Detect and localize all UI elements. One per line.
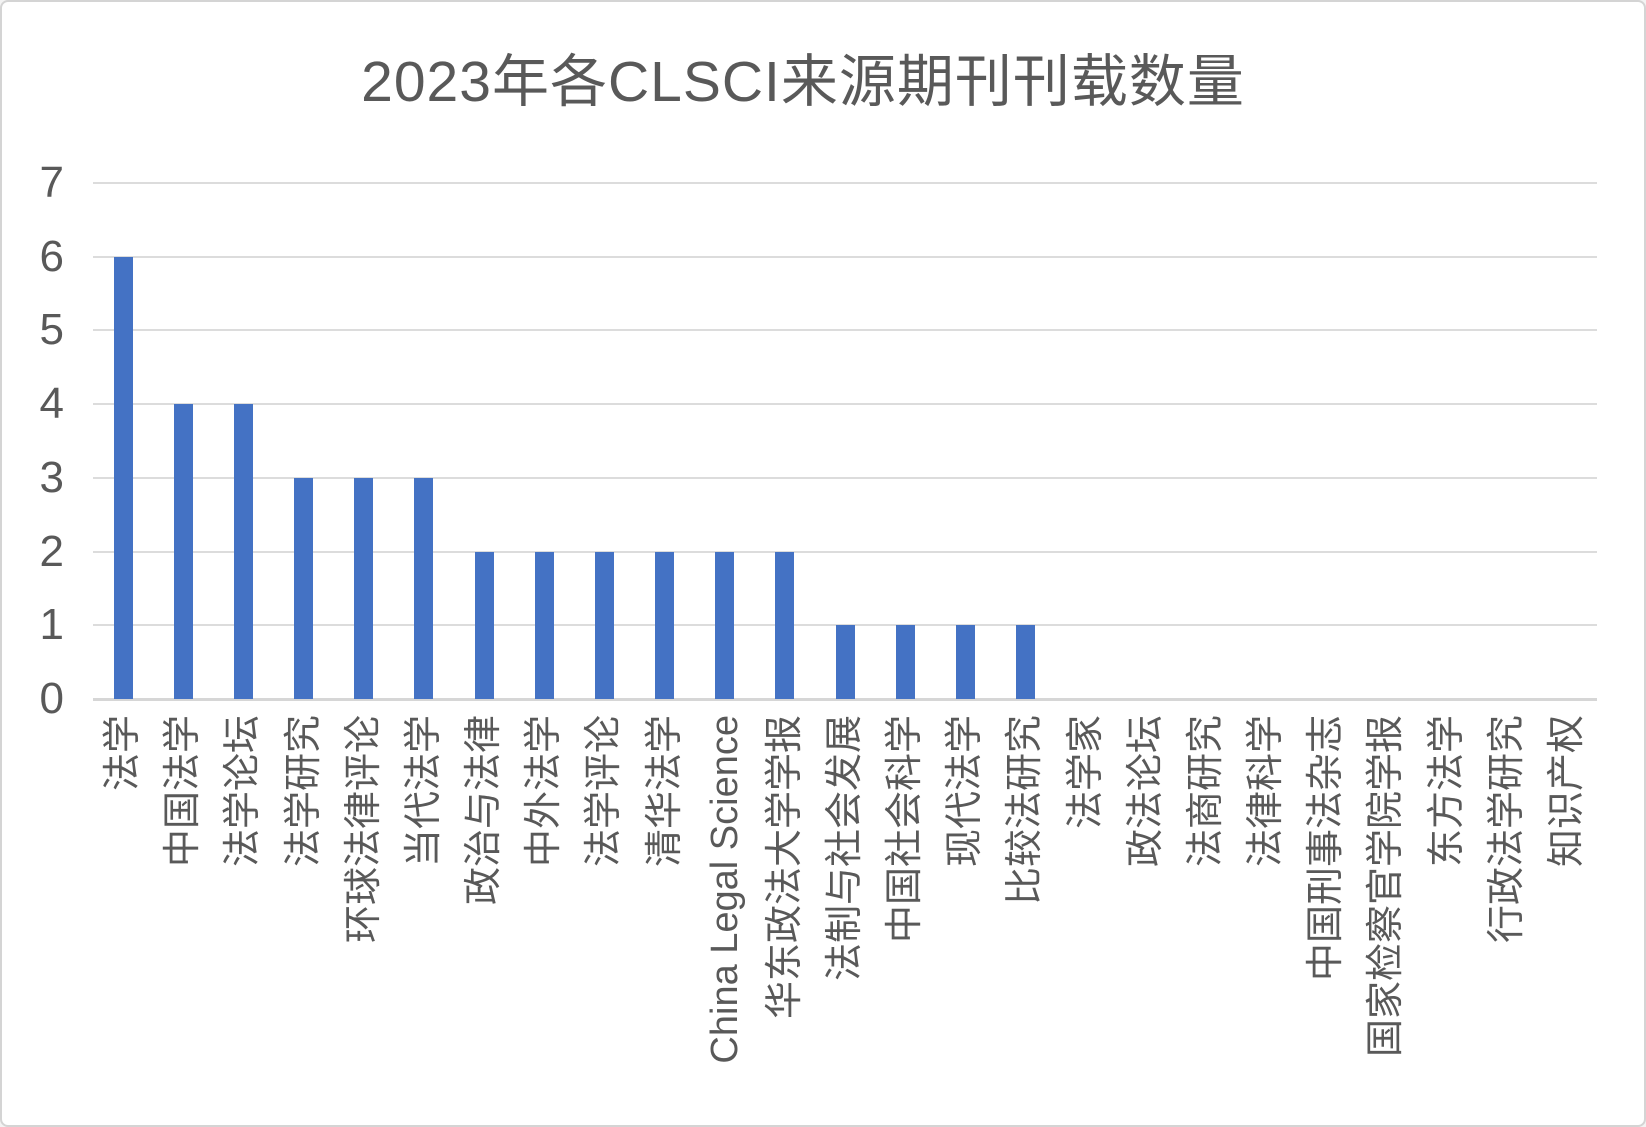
gridline	[93, 550, 1597, 553]
x-category-label: 当代法学	[402, 715, 445, 868]
y-tick-label: 4	[39, 379, 64, 429]
y-tick-label: 3	[39, 452, 64, 502]
x-category-label: 政法论坛	[1124, 715, 1167, 868]
x-category-label: 现代法学	[944, 715, 987, 868]
y-tick-label: 5	[39, 305, 64, 355]
x-category-label: 法制与社会发展	[824, 715, 866, 982]
bar	[835, 625, 855, 699]
x-category-label: 政治与法律	[463, 715, 506, 906]
bar	[474, 551, 494, 699]
x-category-label: 法学	[102, 715, 145, 792]
x-category-label: 知识产权	[1545, 715, 1588, 868]
x-category-label: 国家检察官学院学报	[1365, 715, 1408, 1058]
x-category-label: 中外法学	[523, 715, 566, 868]
bar	[233, 404, 253, 699]
bar	[594, 551, 614, 699]
x-category-label: 中国法学	[162, 715, 205, 868]
bar	[655, 551, 675, 699]
bar	[294, 477, 314, 699]
x-category-label: 中国社会科学	[884, 715, 927, 944]
x-category-label: 法学论坛	[222, 715, 265, 868]
bar	[1015, 625, 1035, 699]
x-category-label: 法律科学	[1245, 715, 1288, 868]
bar	[715, 551, 735, 699]
x-category-label: China Legal Science	[703, 715, 746, 1064]
bar	[173, 404, 193, 699]
chart-title: 2023年各CLSCI来源期刊刊载数量	[361, 50, 1245, 114]
bar	[895, 625, 915, 699]
x-category-label: 比较法研究	[1004, 715, 1047, 906]
x-category-label: 环球法律评论	[342, 715, 385, 944]
gridline	[93, 476, 1597, 479]
bar	[354, 477, 374, 699]
y-tick-label: 2	[39, 526, 64, 576]
bar	[414, 477, 434, 699]
x-category-label: 法学研究	[282, 715, 325, 868]
y-tick-label: 7	[39, 158, 64, 207]
bar	[775, 551, 795, 699]
x-category-label: 清华法学	[643, 715, 686, 868]
gridline	[93, 182, 1597, 184]
gridline	[93, 329, 1597, 332]
x-category-label: 法学家	[1064, 715, 1107, 830]
bar	[113, 256, 133, 699]
x-category-label: 行政法学研究	[1485, 715, 1528, 944]
x-category-label: 法商研究	[1184, 715, 1227, 868]
gridline	[93, 255, 1597, 258]
y-tick-label: 6	[39, 231, 64, 281]
y-tick-label: 0	[39, 674, 64, 723]
y-tick-label: 1	[39, 600, 64, 650]
x-category-label: 东方法学	[1425, 715, 1468, 868]
x-category-label: 华东政法大学学报	[763, 715, 806, 1020]
x-category-label: 中国刑事法杂志	[1305, 715, 1348, 982]
x-category-label: 法学评论	[583, 715, 626, 868]
x-axis-line	[93, 698, 1597, 701]
bar	[534, 551, 554, 699]
bar	[955, 625, 975, 699]
gridline	[93, 403, 1597, 406]
gridline	[93, 624, 1597, 627]
